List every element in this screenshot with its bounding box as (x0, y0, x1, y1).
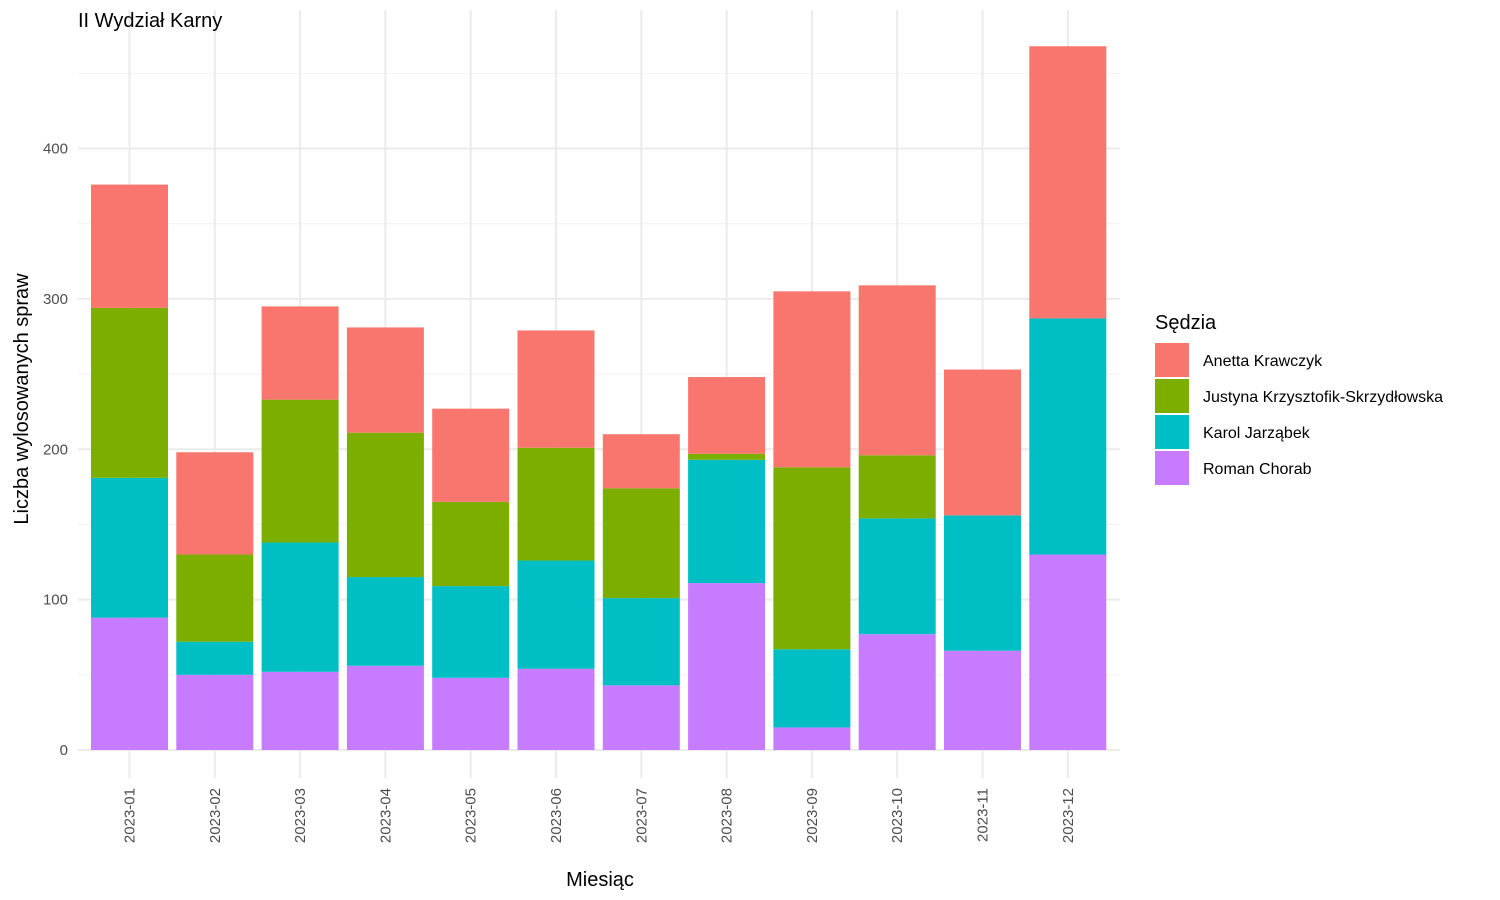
legend-label: Justyna Krzysztofik-Skrzydłowska (1203, 389, 1443, 406)
bar-segment (346, 327, 424, 433)
bar-segment (602, 488, 680, 599)
bar-segment (432, 501, 510, 587)
bar-segment (91, 307, 168, 478)
bar-segment (517, 330, 595, 448)
legend-swatch (1155, 415, 1189, 449)
bar-segment (602, 598, 680, 686)
legend-label: Roman Chorab (1203, 461, 1312, 478)
bar-segment (261, 306, 339, 400)
legend-swatch (1155, 379, 1189, 413)
bar-segment (773, 727, 851, 750)
bar-segment (517, 560, 595, 669)
bar-segment (346, 665, 424, 750)
bar-segment (91, 477, 168, 618)
bar-segment (517, 668, 595, 750)
bar-segment (261, 399, 339, 543)
legend-title: Sędzia (1155, 312, 1217, 334)
bar-segment (773, 291, 851, 468)
bar-segment (432, 408, 510, 502)
bar-segment (91, 184, 168, 308)
legend-label: Karol Jarząbek (1203, 425, 1311, 442)
x-tick-label: 2023-11 (975, 788, 992, 842)
y-tick-label: 300 (43, 291, 68, 308)
x-axis-ticks: 2023-01 2023-02 2023-03 2023-04 2023-05 2023-… (122, 788, 1077, 843)
bar-segment (261, 542, 339, 672)
bar-segment (688, 459, 766, 584)
bar-segment (773, 467, 851, 650)
bar-segment (1029, 46, 1107, 319)
bar-segment (858, 634, 936, 750)
x-tick-label: 2023-04 (377, 788, 394, 843)
bar-segment (346, 432, 424, 578)
legend-swatch (1155, 451, 1189, 485)
y-tick-label: 0 (60, 742, 68, 759)
bars (91, 46, 1107, 750)
bar-segment (858, 518, 936, 635)
x-tick-label: 2023-05 (463, 788, 480, 843)
x-tick-label: 2023-01 (122, 788, 139, 843)
bar-segment (602, 685, 680, 750)
bar-segment (176, 641, 254, 675)
x-tick-label: 2023-06 (548, 788, 565, 843)
legend-swatch (1155, 343, 1189, 377)
bar-segment (346, 577, 424, 666)
bar-segment (602, 434, 680, 489)
y-axis-title: Liczba wylosowanych spraw (11, 273, 33, 525)
x-tick-label: 2023-09 (804, 788, 821, 843)
bar-segment (517, 447, 595, 561)
bar-segment (773, 649, 851, 728)
bar-segment (176, 554, 254, 642)
x-tick-label: 2023-03 (292, 788, 309, 843)
bar-segment (261, 671, 339, 750)
legend-items: Anetta Krawczyk Justyna Krzysztofik-Skrzy… (1155, 343, 1443, 485)
x-tick-label: 2023-10 (889, 788, 906, 843)
y-tick-label: 200 (43, 441, 68, 458)
bar-segment (176, 452, 254, 555)
bar-segment (1029, 554, 1107, 750)
x-tick-label: 2023-02 (207, 788, 224, 843)
bar-segment (432, 677, 510, 750)
bar-segment (688, 377, 766, 454)
bar-segment (688, 453, 766, 460)
chart-title: II Wydział Karny (78, 10, 222, 32)
bar-segment (944, 650, 1021, 750)
bar-segment (944, 515, 1021, 651)
y-axis-ticks: 0 100 200 300 400 (43, 141, 68, 760)
y-tick-label: 400 (43, 141, 68, 158)
legend: Sędzia Anetta Krawczyk Justyna Krzysztofi… (1155, 312, 1443, 485)
bar-segment (858, 455, 936, 519)
bar-segment (944, 369, 1021, 516)
bar-segment (688, 583, 766, 750)
bar-segment (91, 617, 168, 750)
y-tick-label: 100 (43, 592, 68, 609)
x-axis-title: Miesiąc (566, 869, 634, 891)
x-tick-label: 2023-08 (719, 788, 736, 843)
legend-label: Anetta Krawczyk (1203, 353, 1323, 370)
x-tick-label: 2023-07 (633, 788, 650, 843)
bar-segment (432, 586, 510, 678)
bar-segment (176, 674, 254, 750)
x-tick-label: 2023-12 (1060, 788, 1077, 843)
bar-segment (858, 285, 936, 456)
bar-segment (1029, 318, 1107, 555)
